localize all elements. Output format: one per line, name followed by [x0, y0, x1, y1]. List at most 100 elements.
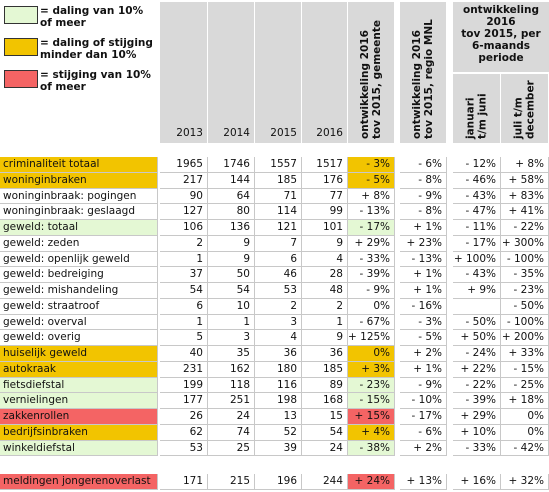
cell: 185	[255, 172, 302, 189]
cell: 74	[208, 424, 255, 441]
cell: + 22%	[453, 361, 501, 378]
cell: 52	[255, 424, 302, 441]
cell: - 22%	[501, 220, 549, 236]
cell: 106	[160, 220, 208, 236]
cell: + 41%	[501, 204, 549, 220]
row-label: geweld: straatroof	[0, 298, 158, 315]
cell: 116	[255, 377, 302, 394]
legend-swatch	[4, 70, 38, 88]
cell: 162	[208, 361, 255, 378]
cell: + 58%	[501, 172, 549, 189]
cell: + 15%	[348, 409, 395, 425]
cell: - 11%	[453, 220, 501, 236]
cell: + 13%	[400, 474, 447, 490]
cell: 99	[302, 204, 348, 220]
cell: 185	[302, 361, 348, 378]
year-header: 2013	[160, 2, 207, 143]
cell: - 24%	[453, 346, 501, 362]
cell: 231	[160, 361, 208, 378]
year-header: 2015	[255, 2, 301, 143]
row-label: geweld: overval	[0, 314, 158, 331]
cell: 10	[208, 298, 255, 315]
cell: 127	[160, 204, 208, 220]
cell: - 9%	[348, 283, 395, 299]
row-label: geweld: overig	[0, 330, 158, 346]
cell: 9	[208, 251, 255, 268]
header-line: ontwikkeling 2016	[359, 30, 371, 139]
legend-line: = stijging van 10%	[40, 69, 151, 81]
cell: + 8%	[348, 188, 395, 205]
header-line: juli t/m	[512, 97, 525, 139]
cell: - 9%	[400, 377, 447, 394]
cell: + 32%	[501, 474, 549, 490]
cell: 1	[302, 314, 348, 331]
cell: 15	[302, 409, 348, 425]
cell: 36	[255, 346, 302, 362]
cell: + 18%	[501, 393, 549, 409]
cell: - 42%	[501, 440, 549, 457]
legend-swatch	[4, 38, 38, 56]
header-line: tov 2015, per	[461, 28, 541, 40]
cell: - 47%	[453, 204, 501, 220]
cell: - 13%	[348, 204, 395, 220]
cell: 1	[208, 314, 255, 331]
cell: 50	[208, 267, 255, 283]
cell: 251	[208, 393, 255, 409]
cell: 53	[255, 283, 302, 299]
cell: 1746	[208, 157, 255, 173]
cell: 1517	[302, 157, 348, 173]
cell: 177	[160, 393, 208, 409]
cell: 1	[160, 314, 208, 331]
cell: + 23%	[400, 235, 447, 252]
cell: - 35%	[501, 267, 549, 283]
cell: 64	[208, 188, 255, 205]
cell: 5	[160, 330, 208, 346]
cell: 35	[208, 346, 255, 362]
cell: 28	[302, 267, 348, 283]
cell: - 38%	[348, 440, 395, 457]
cell: - 22%	[453, 377, 501, 394]
header-line: periode	[478, 52, 524, 64]
cell: 9	[208, 235, 255, 252]
cell: + 1%	[400, 283, 447, 299]
row-label: geweld: mishandeling	[0, 283, 158, 299]
column-header: januari t/m juni	[453, 74, 500, 143]
header-line: ontwikkeling 2016	[411, 30, 423, 139]
year-label: 2016	[316, 127, 343, 139]
cell: 36	[302, 346, 348, 362]
cell: - 12%	[453, 157, 501, 173]
legend-line: minder dan 10%	[40, 49, 137, 61]
cell: 118	[208, 377, 255, 394]
cell: + 50%	[453, 330, 501, 346]
cell: 6	[160, 298, 208, 315]
cell: + 125%	[348, 330, 395, 346]
cell: 1	[160, 251, 208, 268]
row-label: autokraak	[0, 361, 158, 378]
cell: - 3%	[348, 157, 395, 173]
cell: 244	[302, 474, 348, 490]
cell: 0%	[501, 424, 549, 441]
cell: 40	[160, 346, 208, 362]
cell: + 24%	[348, 474, 395, 490]
legend-swatch	[4, 6, 38, 24]
cell: 39	[255, 440, 302, 457]
row-label: zakkenrollen	[0, 409, 158, 425]
cell: + 33%	[501, 346, 549, 362]
cell: 0%	[348, 346, 395, 362]
cell: 121	[255, 220, 302, 236]
cell: + 10%	[453, 424, 501, 441]
cell: 171	[160, 474, 208, 490]
cell: 89	[302, 377, 348, 394]
cell: + 16%	[453, 474, 501, 490]
cell: - 16%	[400, 298, 447, 315]
cell: 0%	[501, 409, 549, 425]
legend-text: = daling van 10% of meer	[40, 5, 143, 29]
row-label: geweld: bedreiging	[0, 267, 158, 283]
cell: 53	[160, 440, 208, 457]
cell: + 2%	[400, 346, 447, 362]
year-label: 2014	[223, 127, 250, 139]
cell: + 2%	[400, 440, 447, 457]
cell: 2	[160, 235, 208, 252]
cell: 24	[302, 440, 348, 457]
cell: + 8%	[501, 157, 549, 173]
